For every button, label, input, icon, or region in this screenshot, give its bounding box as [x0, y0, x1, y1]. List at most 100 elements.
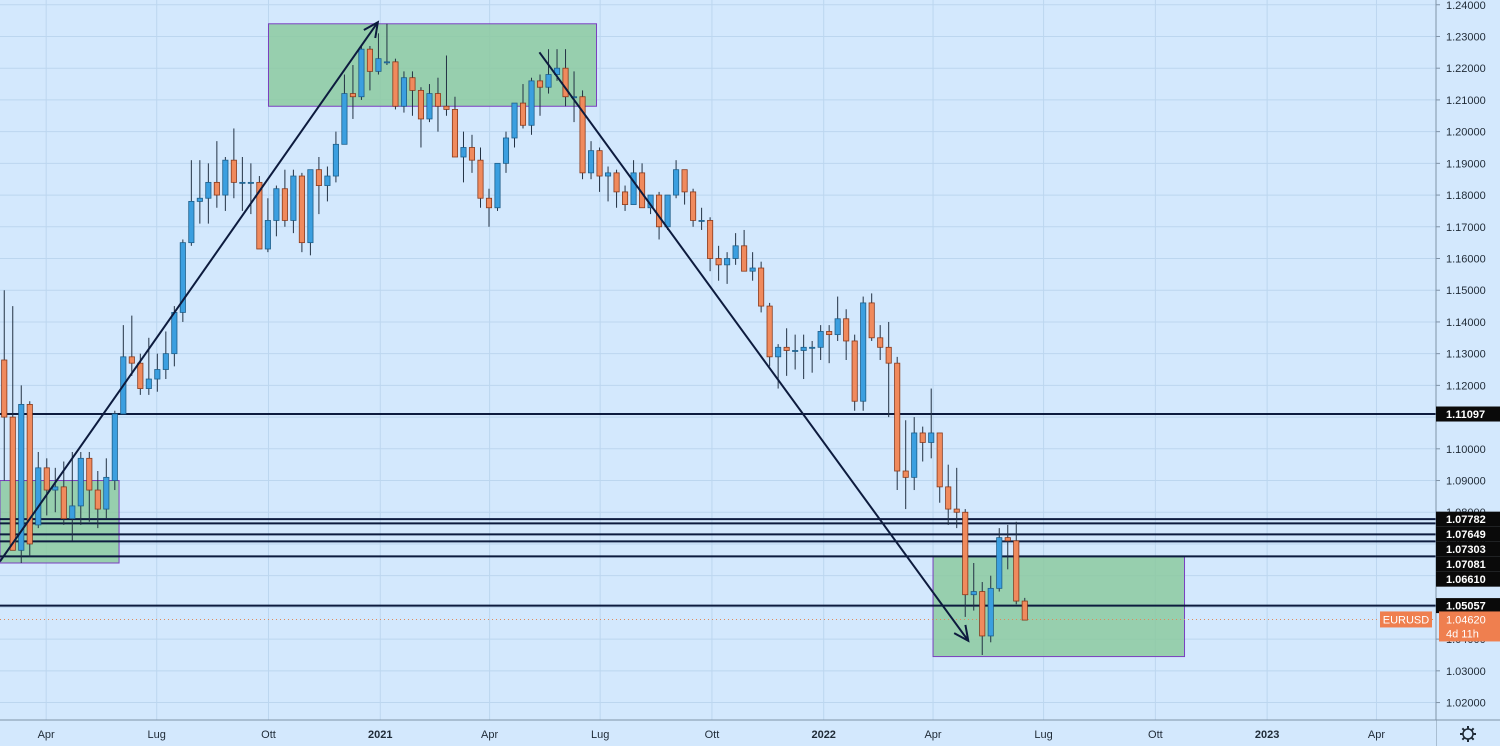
candle-down[interactable] — [656, 194, 663, 228]
candle-down[interactable] — [783, 346, 790, 351]
candle-up[interactable] — [502, 137, 510, 164]
candle-up[interactable] — [154, 369, 161, 380]
supply-demand-zone[interactable] — [0, 480, 120, 564]
candle-down[interactable] — [86, 457, 93, 491]
candle-down[interactable] — [707, 220, 714, 259]
candle-down[interactable] — [443, 105, 450, 110]
candle-up[interactable] — [698, 220, 705, 222]
candle-down[interactable] — [868, 302, 875, 339]
trend-arrow-line[interactable] — [0, 21, 379, 562]
candle-up[interactable] — [52, 486, 59, 491]
candle-up[interactable] — [749, 267, 756, 272]
candle-up[interactable] — [911, 432, 918, 478]
level-price-label[interactable]: 1.07081 — [1436, 556, 1500, 572]
candle-up[interactable] — [860, 302, 867, 402]
candle-down[interactable] — [9, 416, 16, 551]
candle-up[interactable] — [239, 181, 246, 184]
candle-down[interactable] — [1, 359, 8, 418]
candle-up[interactable] — [307, 169, 314, 244]
candle-down[interactable] — [366, 48, 373, 72]
candle-up[interactable] — [196, 197, 203, 202]
candle-up[interactable] — [273, 188, 280, 221]
candle-down[interactable] — [715, 258, 722, 266]
candle-down[interactable] — [392, 61, 399, 107]
candle-down[interactable] — [417, 89, 424, 120]
candle-down[interactable] — [1004, 537, 1011, 542]
candle-up[interactable] — [111, 413, 118, 481]
candle-down[interactable] — [953, 508, 960, 513]
candle-up[interactable] — [426, 93, 433, 120]
candle-up[interactable] — [588, 150, 595, 174]
candle-down[interactable] — [315, 169, 322, 186]
candle-up[interactable] — [605, 172, 612, 177]
candle-up[interactable] — [545, 74, 552, 88]
level-price-label[interactable]: 1.07303 — [1436, 541, 1500, 557]
candle-up[interactable] — [103, 476, 110, 510]
candle-down[interactable] — [945, 486, 952, 510]
candle-down[interactable] — [1013, 540, 1020, 602]
candle-up[interactable] — [162, 353, 169, 370]
candle-down[interactable] — [622, 191, 629, 205]
candle-down[interactable] — [843, 318, 850, 342]
candle-down[interactable] — [936, 432, 943, 488]
candle-up[interactable] — [673, 169, 680, 196]
candle-down[interactable] — [741, 245, 748, 272]
candle-up[interactable] — [179, 242, 186, 313]
supply-demand-zone[interactable] — [932, 556, 1186, 658]
candle-up[interactable] — [400, 77, 407, 107]
candle-down[interactable] — [562, 67, 569, 98]
candle-down[interactable] — [919, 432, 926, 443]
candle-up[interactable] — [375, 58, 382, 72]
level-price-label[interactable]: 1.05057 — [1436, 598, 1500, 614]
candle-up[interactable] — [171, 312, 178, 355]
candle-down[interactable] — [26, 404, 33, 545]
candle-up[interactable] — [732, 245, 739, 259]
candle-down[interactable] — [477, 159, 484, 199]
candle-down[interactable] — [877, 337, 884, 348]
candle-up[interactable] — [630, 172, 637, 205]
candle-up[interactable] — [460, 147, 467, 158]
candle-up[interactable] — [996, 537, 1003, 589]
candle-up[interactable] — [817, 331, 824, 348]
candle-down[interactable] — [256, 181, 263, 250]
candle-down[interactable] — [596, 150, 603, 177]
current-price-label[interactable]: 1.04620 4d 11h — [1439, 611, 1500, 642]
candle-up[interactable] — [809, 346, 816, 349]
candle-up[interactable] — [188, 201, 195, 244]
time-axis-panel[interactable] — [0, 720, 1436, 746]
candle-down[interactable] — [451, 109, 459, 158]
candle-up[interactable] — [664, 194, 671, 228]
candle-up[interactable] — [970, 591, 977, 596]
candle-down[interactable] — [681, 169, 688, 193]
candle-down[interactable] — [690, 191, 697, 221]
candle-down[interactable] — [43, 467, 50, 491]
candle-down[interactable] — [766, 305, 773, 358]
candle-up[interactable] — [494, 162, 501, 209]
candle-down[interactable] — [137, 362, 144, 389]
candle-down[interactable] — [579, 96, 586, 174]
candle-up[interactable] — [341, 93, 348, 145]
candle-down[interactable] — [1021, 600, 1028, 621]
candle-down[interactable] — [409, 77, 416, 91]
candle-down[interactable] — [60, 486, 67, 519]
candle-down[interactable] — [885, 346, 892, 364]
level-price-label[interactable]: 1.07649 — [1436, 526, 1500, 542]
candle-down[interactable] — [485, 197, 493, 209]
level-price-label[interactable]: 1.11097 — [1436, 406, 1500, 422]
candle-up[interactable] — [222, 159, 229, 196]
trend-arrow-line[interactable] — [538, 51, 970, 642]
candle-up[interactable] — [987, 587, 994, 637]
candle-up[interactable] — [383, 61, 390, 64]
level-price-label[interactable]: 1.06610 — [1436, 571, 1500, 587]
candle-down[interactable] — [281, 188, 288, 221]
candle-down[interactable] — [230, 159, 237, 183]
candle-up[interactable] — [834, 318, 841, 336]
candle-up[interactable] — [800, 346, 807, 351]
candle-up[interactable] — [528, 80, 535, 126]
candle-down[interactable] — [94, 489, 101, 510]
candle-down[interactable] — [468, 147, 476, 161]
level-price-label[interactable]: 1.07782 — [1436, 511, 1500, 527]
candle-down[interactable] — [536, 80, 544, 88]
candle-down[interactable] — [851, 340, 858, 402]
